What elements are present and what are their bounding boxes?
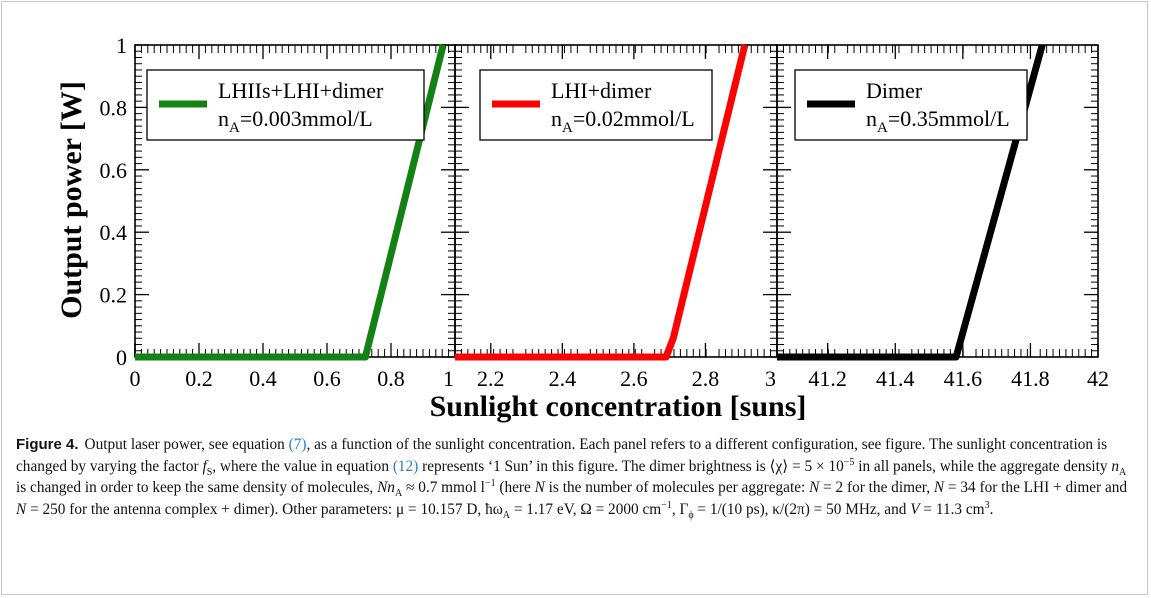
- legend-density-label: nA=0.35mmol/L: [866, 106, 1010, 136]
- x-tick-label: 3: [765, 366, 776, 391]
- x-tick-label: 0.2: [185, 366, 213, 391]
- series-line: [777, 44, 1046, 361]
- equation-link[interactable]: (7): [288, 436, 307, 453]
- chart-panel-left: 0 0.2 0.4 0.6 0.8 1 0 0.2 0.4 0.6 0.8 1 LHIIs+LHI+di…: [100, 33, 456, 391]
- equation-link[interactable]: (12): [392, 457, 419, 475]
- x-tick-label: 2.6: [620, 366, 648, 391]
- figure-number: Figure 4.: [16, 436, 79, 453]
- y-tick-label: 0: [116, 345, 127, 370]
- x-tick-label: 41.2: [808, 366, 847, 391]
- chart-panel-right: 41.2 41.4 41.6 41.8 42 Dimer nA=0.35mmol/L: [776, 44, 1109, 391]
- x-tick-label: 2.4: [549, 366, 577, 391]
- legend-label: LHI+dimer: [551, 78, 652, 103]
- legend-label: LHIIs+LHI+dimer: [218, 78, 384, 103]
- y-tick-label: 0.6: [100, 158, 128, 183]
- x-tick-label: 0.4: [249, 366, 277, 391]
- y-tick-label: 0.8: [100, 95, 128, 120]
- y-tick-label: 0.4: [100, 220, 128, 245]
- y-axis-label: Output power [W]: [55, 81, 88, 319]
- x-tick-label: 42: [1087, 366, 1109, 391]
- chart-figure: 0 0.2 0.4 0.6 0.8 1 0 0.2 0.4 0.6 0.8 1 LHIIs+LHI+di…: [55, 33, 1109, 423]
- chart-panel-middle: 2.2 2.4 2.6 2.8 3 LHI+dimer nA=0.02mmol/L: [454, 44, 778, 391]
- series-line: [135, 44, 447, 361]
- series-line: [455, 44, 749, 361]
- x-tick-label: 41.4: [876, 366, 915, 391]
- x-tick-label: 41.8: [1011, 366, 1050, 391]
- legend-density-label: nA=0.003mmol/L: [218, 106, 373, 136]
- legend-density-label: nA=0.02mmol/L: [551, 106, 695, 136]
- x-tick-label: 0.8: [377, 366, 405, 391]
- y-tick-label: 0.2: [100, 283, 128, 308]
- x-axis-label: Sunlight concentration [suns]: [430, 390, 807, 423]
- figure-caption: Figure 4. Output laser power, see equatio…: [16, 436, 1128, 521]
- legend-label: Dimer: [866, 78, 923, 103]
- legend: Dimer nA=0.35mmol/L: [794, 69, 1028, 141]
- x-tick-label: 0: [130, 366, 141, 391]
- legend: LHI+dimer nA=0.02mmol/L: [479, 69, 713, 141]
- x-tick-label: 2.8: [692, 366, 720, 391]
- x-tick-label: 0.6: [313, 366, 341, 391]
- x-tick-label: 1: [443, 366, 454, 391]
- x-tick-label: 2.2: [477, 366, 505, 391]
- legend: LHIIs+LHI+dimer nA=0.003mmol/L: [146, 69, 425, 141]
- x-tick-label: 41.6: [944, 366, 983, 391]
- y-tick-label: 1: [116, 33, 127, 58]
